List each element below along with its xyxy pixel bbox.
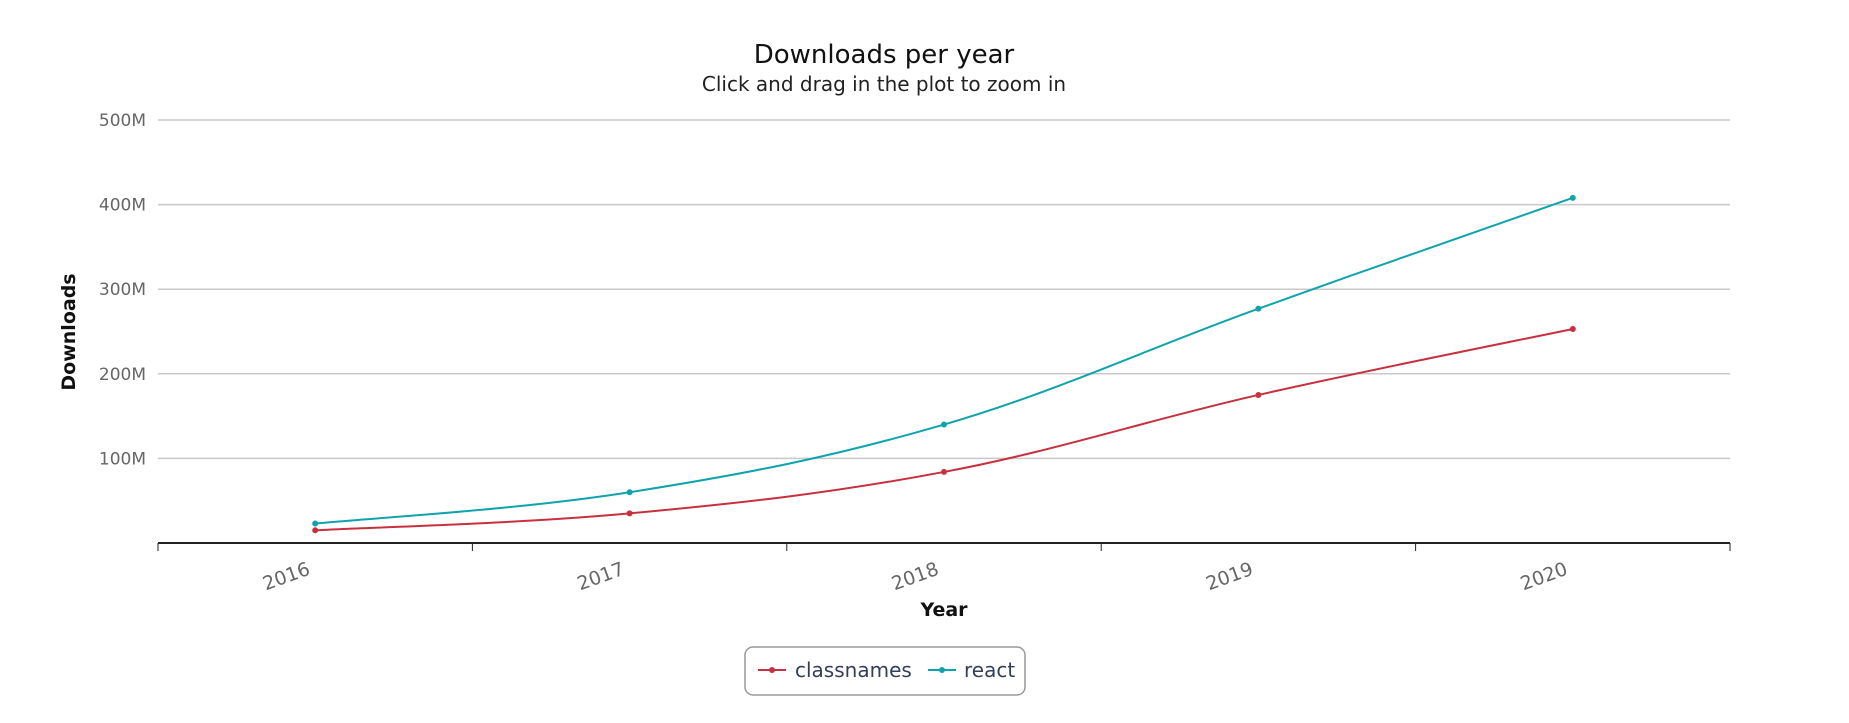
x-tick-label: 2017 xyxy=(574,558,627,595)
legend-label-react[interactable]: react xyxy=(964,658,1015,682)
gridlines xyxy=(158,119,1730,460)
y-tick-label: 200M xyxy=(99,365,146,385)
y-tick-label: 100M xyxy=(99,449,146,469)
series-group[interactable] xyxy=(312,194,1576,534)
x-axis-label: Year xyxy=(919,599,968,621)
x-axis-ticks: 2016 2017 2018 2019 2020 xyxy=(260,558,1571,595)
legend[interactable]: classnames react xyxy=(744,646,1026,696)
data-point-classnames[interactable] xyxy=(312,527,319,534)
x-tick-label: 2018 xyxy=(889,558,942,595)
data-point-classnames[interactable] xyxy=(1569,325,1576,332)
series-classnames[interactable] xyxy=(312,325,1576,534)
y-axis-label: Downloads xyxy=(58,273,80,390)
data-point-classnames[interactable] xyxy=(1255,391,1262,398)
data-point-classnames[interactable] xyxy=(626,510,633,517)
y-tick-label: 400M xyxy=(99,196,146,216)
legend-item-react[interactable]: react xyxy=(928,658,1015,682)
legend-marker-react xyxy=(939,667,945,673)
data-point-react[interactable] xyxy=(941,421,947,428)
data-point-react[interactable] xyxy=(626,489,633,496)
x-axis-tick-marks xyxy=(157,543,1731,551)
y-tick-label: 300M xyxy=(99,280,146,300)
legend-box xyxy=(744,646,1026,696)
chart-title: Downloads per year xyxy=(754,40,1015,70)
legend-item-classnames[interactable]: classnames xyxy=(758,658,912,682)
legend-label-classnames[interactable]: classnames xyxy=(795,658,912,682)
x-tick-label: 2016 xyxy=(260,558,313,595)
y-tick-label: 500M xyxy=(99,111,146,131)
data-point-react[interactable] xyxy=(1255,305,1262,312)
data-point-classnames[interactable] xyxy=(941,468,947,475)
x-tick-label: 2019 xyxy=(1203,558,1256,595)
chart-subtitle: Click and drag in the plot to zoom in xyxy=(702,72,1066,96)
series-react[interactable] xyxy=(312,194,1576,527)
series-line-classnames[interactable] xyxy=(315,327,1574,532)
data-point-react[interactable] xyxy=(1569,194,1576,201)
y-axis-ticks: 100M 200M 300M 400M 500M xyxy=(99,111,146,469)
legend-marker-classnames xyxy=(769,667,775,673)
data-point-react[interactable] xyxy=(312,520,319,527)
x-tick-label: 2020 xyxy=(1518,558,1571,595)
